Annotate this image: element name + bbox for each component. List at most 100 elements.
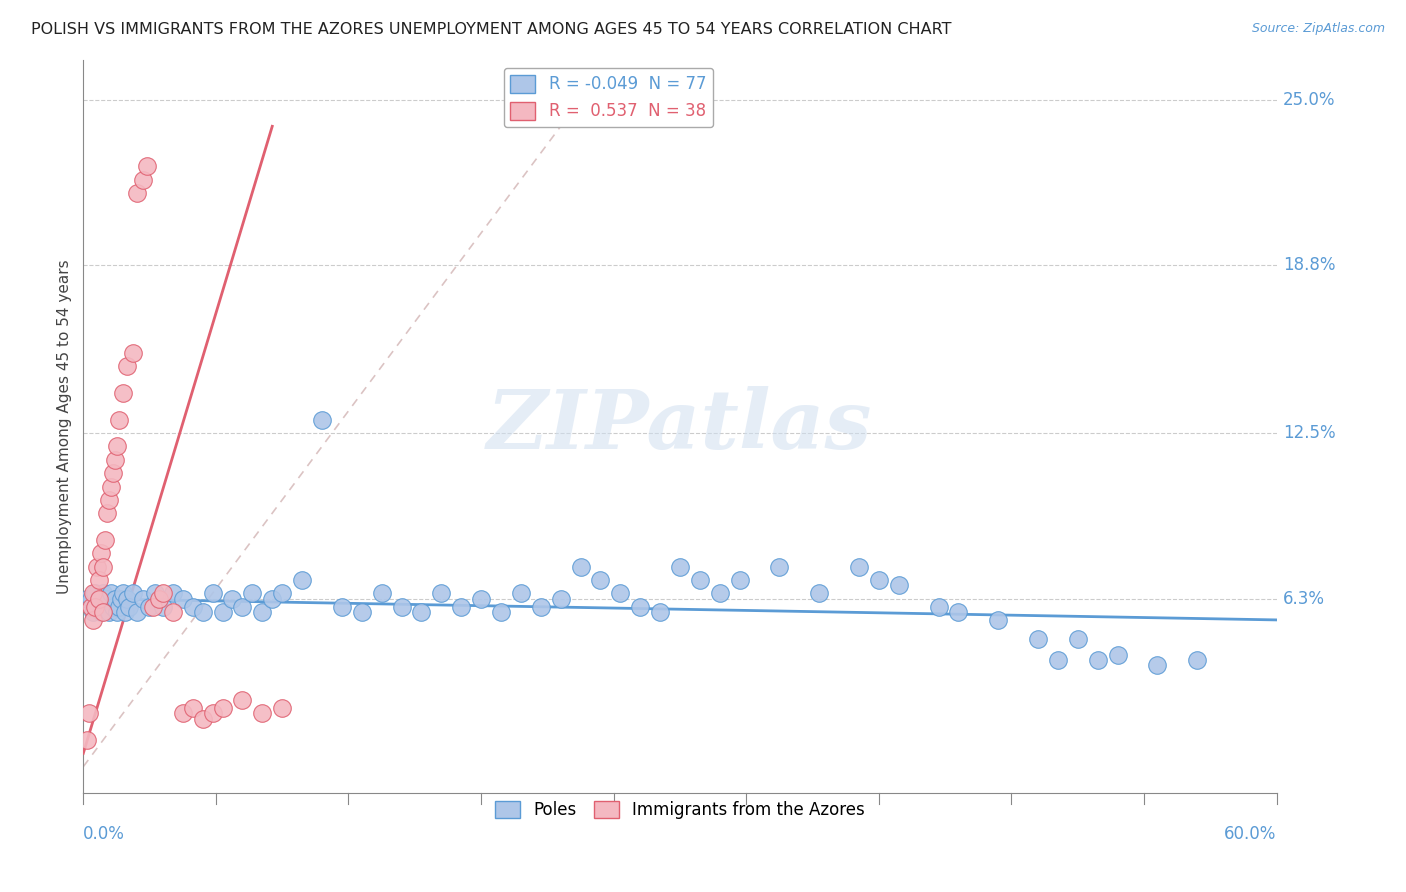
Point xyxy=(172,706,194,721)
Point xyxy=(125,605,148,619)
Point xyxy=(291,573,314,587)
Point xyxy=(948,605,970,619)
Point xyxy=(110,591,132,606)
Point xyxy=(1046,653,1069,667)
Point xyxy=(100,479,122,493)
Point xyxy=(271,701,294,715)
Point xyxy=(84,586,107,600)
Point xyxy=(94,599,117,614)
Point xyxy=(89,591,111,606)
Point xyxy=(569,559,592,574)
Point xyxy=(108,413,131,427)
Text: POLISH VS IMMIGRANTS FROM THE AZORES UNEMPLOYMENT AMONG AGES 45 TO 54 YEARS CORR: POLISH VS IMMIGRANTS FROM THE AZORES UNE… xyxy=(31,22,952,37)
Point xyxy=(162,605,184,619)
Point xyxy=(91,586,114,600)
Point xyxy=(77,706,100,721)
Point xyxy=(76,733,98,747)
Point xyxy=(82,605,104,619)
Point xyxy=(101,466,124,480)
Point xyxy=(105,440,128,454)
Point xyxy=(115,359,138,374)
Point xyxy=(122,586,145,600)
Point xyxy=(430,586,453,600)
Point xyxy=(132,591,155,606)
Point xyxy=(1026,632,1049,646)
Point xyxy=(1107,648,1129,662)
Point xyxy=(136,159,159,173)
Point xyxy=(100,586,122,600)
Point xyxy=(138,599,160,614)
Text: 60.0%: 60.0% xyxy=(1225,825,1277,843)
Point xyxy=(125,186,148,200)
Point xyxy=(231,693,253,707)
Point xyxy=(114,605,136,619)
Point xyxy=(162,586,184,600)
Point xyxy=(90,546,112,560)
Point xyxy=(84,599,107,614)
Point xyxy=(868,573,890,587)
Point xyxy=(808,586,831,600)
Point xyxy=(96,506,118,520)
Point xyxy=(648,605,671,619)
Point xyxy=(252,706,274,721)
Point xyxy=(82,613,104,627)
Point xyxy=(96,591,118,606)
Point xyxy=(201,586,224,600)
Point xyxy=(94,533,117,547)
Point xyxy=(122,346,145,360)
Point xyxy=(470,591,492,606)
Point xyxy=(112,386,135,401)
Point xyxy=(86,599,108,614)
Text: 6.3%: 6.3% xyxy=(1282,590,1324,607)
Point xyxy=(115,591,138,606)
Point xyxy=(191,712,214,726)
Point xyxy=(1067,632,1090,646)
Point xyxy=(240,586,263,600)
Point xyxy=(1146,658,1168,673)
Point xyxy=(104,591,127,606)
Text: 25.0%: 25.0% xyxy=(1282,91,1336,109)
Point xyxy=(709,586,731,600)
Point xyxy=(1087,653,1109,667)
Point xyxy=(609,586,631,600)
Point xyxy=(231,599,253,614)
Text: 0.0%: 0.0% xyxy=(83,825,125,843)
Point xyxy=(928,599,950,614)
Point xyxy=(76,591,98,606)
Point xyxy=(768,559,790,574)
Point xyxy=(391,599,413,614)
Point xyxy=(98,605,121,619)
Point xyxy=(80,591,103,606)
Text: Source: ZipAtlas.com: Source: ZipAtlas.com xyxy=(1251,22,1385,36)
Point xyxy=(450,599,472,614)
Point xyxy=(91,559,114,574)
Legend: Poles, Immigrants from the Azores: Poles, Immigrants from the Azores xyxy=(489,794,872,825)
Point xyxy=(589,573,612,587)
Point xyxy=(728,573,751,587)
Point xyxy=(628,599,651,614)
Point xyxy=(271,586,294,600)
Point xyxy=(550,591,572,606)
Point xyxy=(221,591,243,606)
Point xyxy=(89,591,111,606)
Point xyxy=(509,586,531,600)
Point xyxy=(211,701,233,715)
Point xyxy=(86,559,108,574)
Point xyxy=(848,559,870,574)
Point xyxy=(669,559,692,574)
Point xyxy=(262,591,284,606)
Point xyxy=(112,586,135,600)
Point xyxy=(1185,653,1208,667)
Point xyxy=(201,706,224,721)
Point xyxy=(181,599,204,614)
Point xyxy=(887,578,910,592)
Point xyxy=(118,599,141,614)
Point xyxy=(143,586,166,600)
Point xyxy=(152,586,174,600)
Text: 12.5%: 12.5% xyxy=(1282,424,1336,442)
Point xyxy=(411,605,433,619)
Point xyxy=(370,586,392,600)
Point xyxy=(987,613,1010,627)
Point xyxy=(172,591,194,606)
Point xyxy=(350,605,373,619)
